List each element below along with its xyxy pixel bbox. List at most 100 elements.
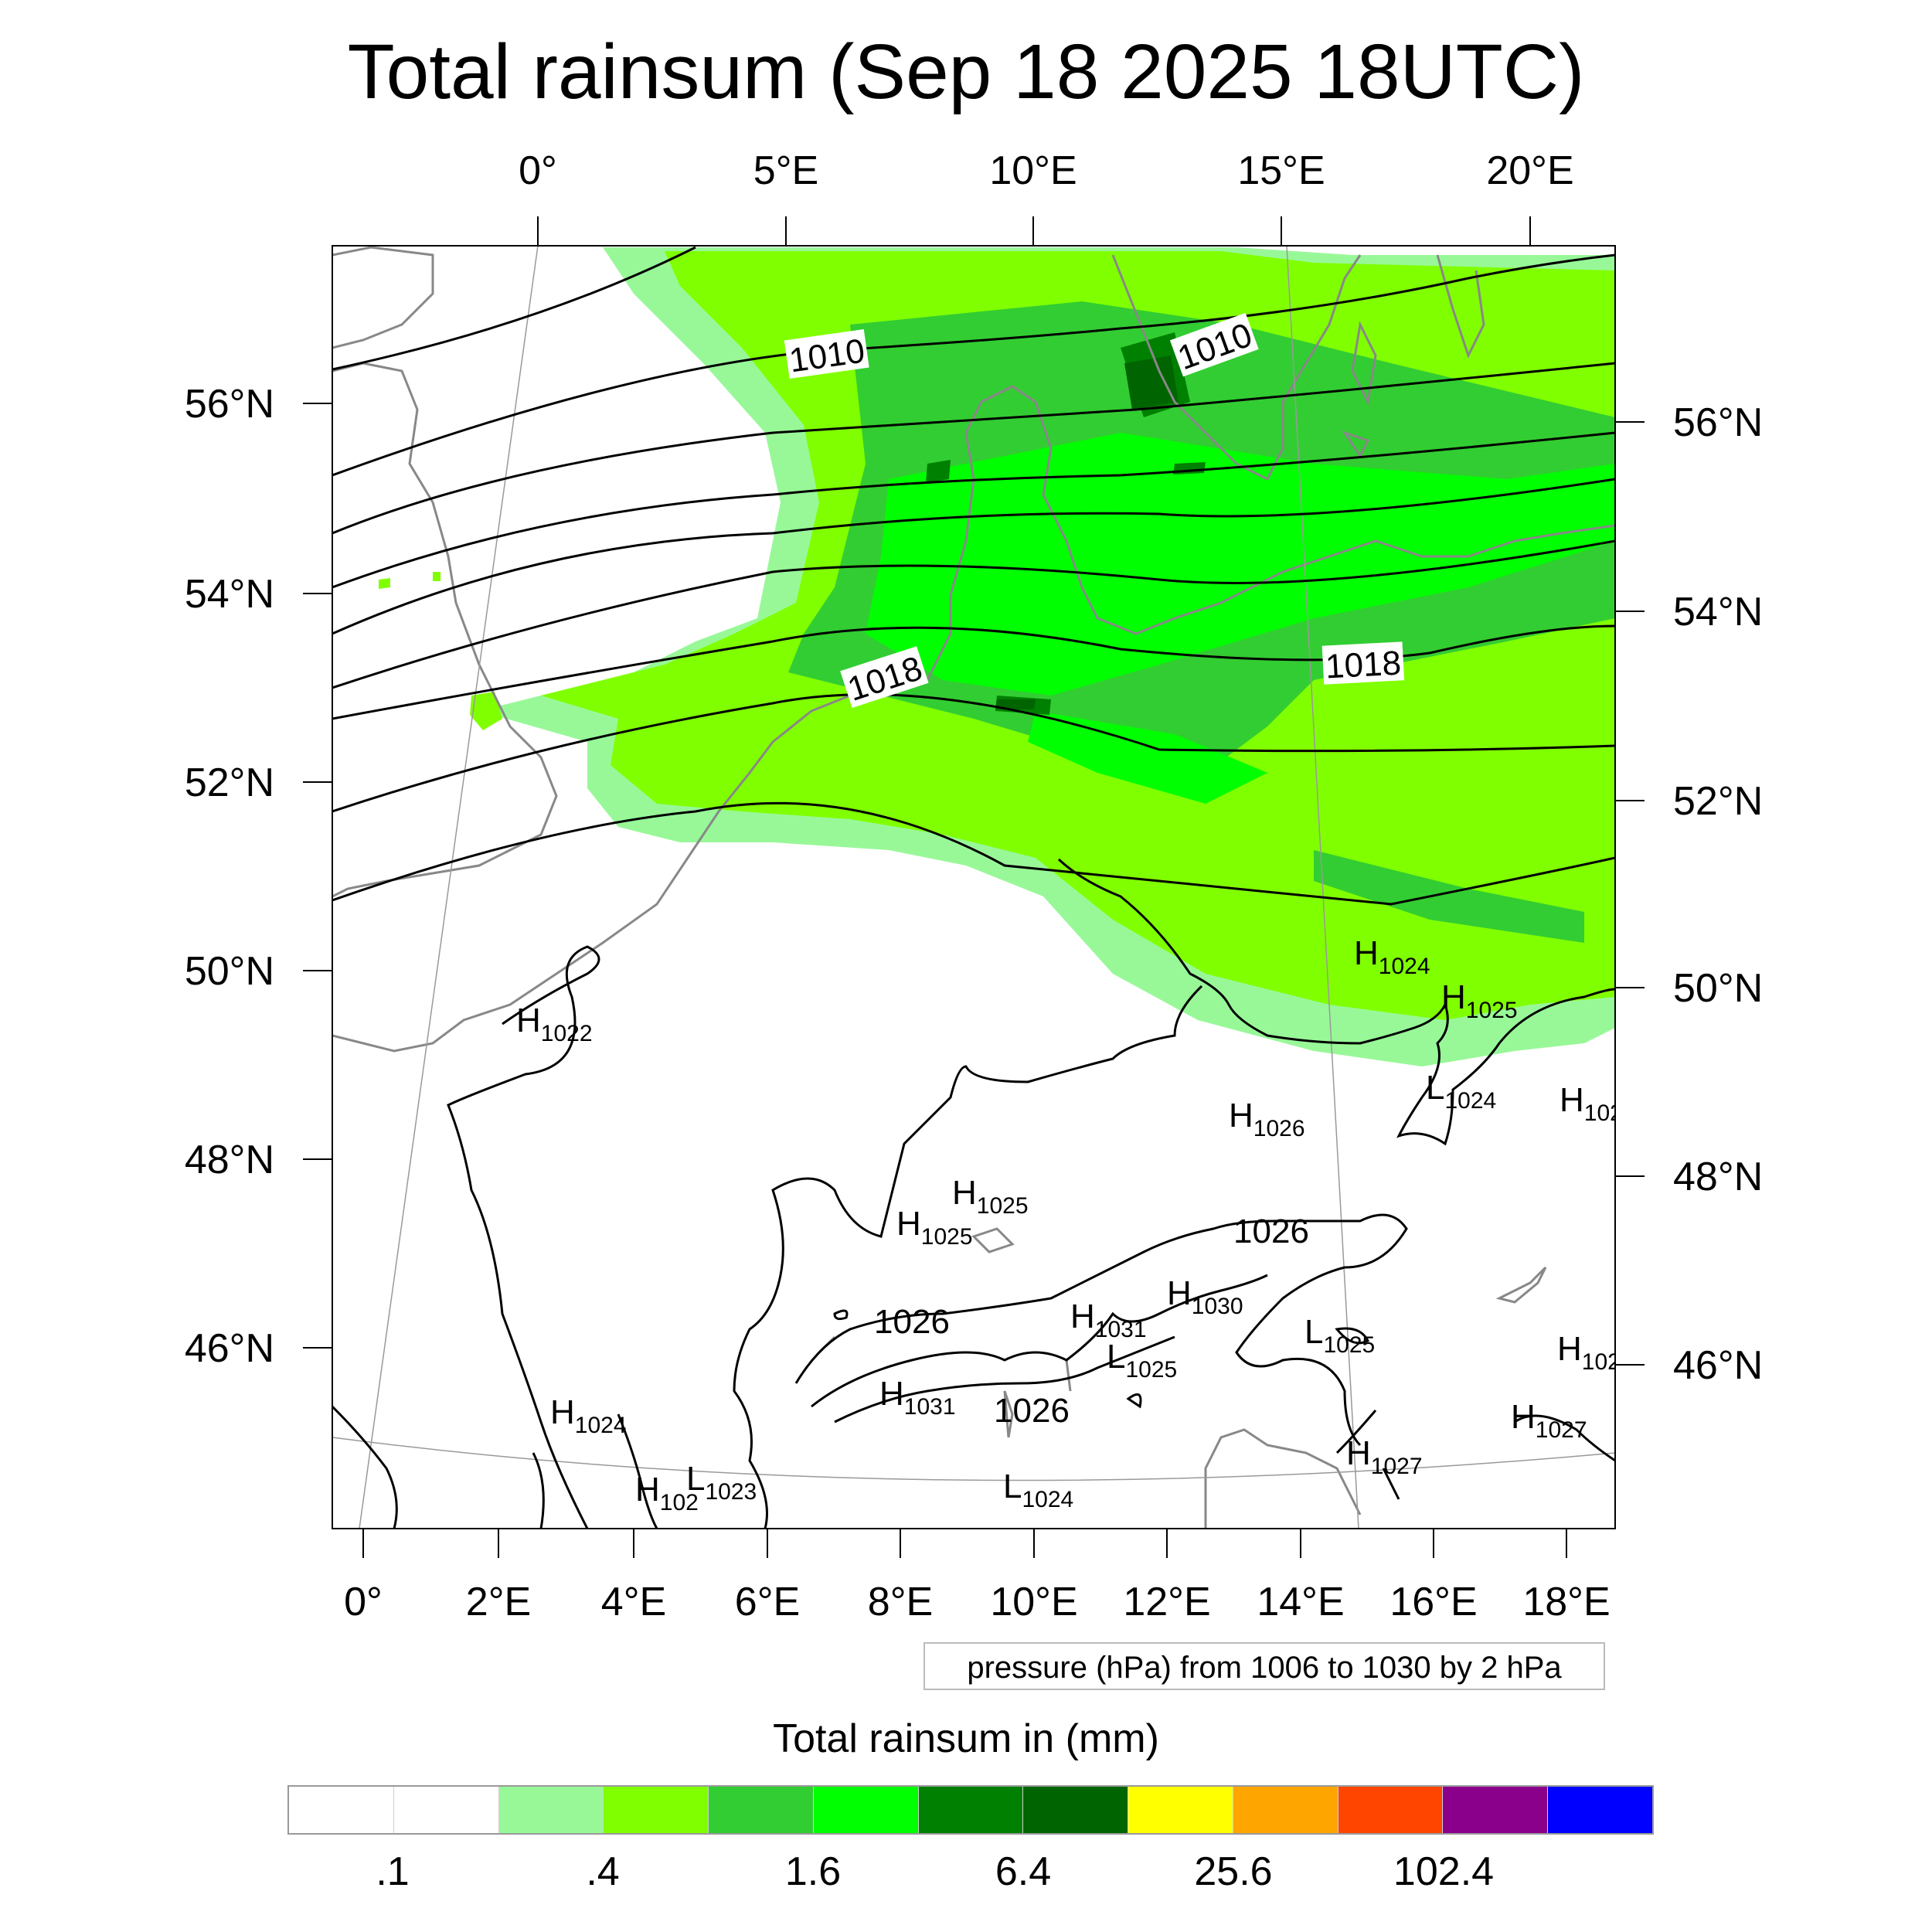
isobar-1024b bbox=[733, 985, 1203, 1529]
colorbar-cell bbox=[1023, 1787, 1129, 1833]
right-lat-label: 46°N bbox=[1673, 1343, 1763, 1388]
bottom-lon-label: 6°E bbox=[735, 1580, 800, 1624]
isobar-label-1026-north: 1026 bbox=[1233, 1213, 1309, 1250]
pressure-center-9: H1031 bbox=[1070, 1298, 1147, 1342]
pressure-center-12: H102 bbox=[1557, 1330, 1621, 1375]
colorbar-label: 102.4 bbox=[1393, 1849, 1495, 1894]
bottom-lon-label: 0° bbox=[344, 1580, 383, 1624]
left-lat-label: 54°N bbox=[185, 572, 274, 617]
map-title: Total rainsum (Sep 18 2025 18UTC) bbox=[347, 29, 1585, 115]
coast-baltic-islands bbox=[1342, 254, 1485, 458]
right-lat-label: 50°N bbox=[1673, 966, 1763, 1011]
top-lon-label: 15°E bbox=[1237, 148, 1325, 193]
pressure-center-1: H1024 bbox=[1354, 934, 1430, 979]
meridian-0 bbox=[359, 246, 539, 1529]
bottom-lon-labels: 0° 2°E 4°E 6°E 8°E 10°E 12°E 14°E 16°E 1… bbox=[344, 1580, 1611, 1624]
isobar-1024c bbox=[1335, 1410, 1400, 1500]
colorbar-title: Total rainsum in (mm) bbox=[773, 1716, 1159, 1761]
pressure-center-15: H102 bbox=[635, 1471, 699, 1515]
colorbar-cell bbox=[1548, 1787, 1652, 1833]
isobar-1026b bbox=[811, 1274, 1268, 1408]
isobar-sw bbox=[332, 1405, 658, 1529]
pressure-center-6: H1025 bbox=[952, 1174, 1029, 1219]
isobar-1026 bbox=[794, 1213, 1408, 1447]
meridian-15e bbox=[1286, 246, 1359, 1529]
pressure-center-11: L1025 bbox=[1107, 1338, 1177, 1383]
top-lon-label: 0° bbox=[519, 148, 557, 193]
left-lat-label: 48°N bbox=[185, 1138, 274, 1182]
bottom-lon-label: 10°E bbox=[990, 1580, 1077, 1624]
left-lat-label: 50°N bbox=[185, 949, 274, 994]
pressure-center-18: H1027 bbox=[1346, 1434, 1423, 1479]
pressure-center-19: H1027 bbox=[1511, 1398, 1587, 1443]
isobar-1028 bbox=[834, 1335, 1175, 1423]
isobar-1020 bbox=[332, 693, 1615, 813]
isobar-1008 bbox=[332, 253, 1615, 477]
bottom-lon-label: 12°E bbox=[1123, 1580, 1210, 1624]
colorbar-cell bbox=[393, 1787, 499, 1833]
colorbar-cell bbox=[1338, 1787, 1444, 1833]
coast-lake-constance bbox=[971, 1227, 1015, 1253]
colorbar-cell bbox=[604, 1787, 709, 1833]
left-lat-labels: 56°N 54°N 52°N 50°N 48°N 46°N bbox=[185, 382, 274, 1371]
colorbar-cell bbox=[1233, 1787, 1338, 1833]
isobar-1006 bbox=[332, 246, 696, 371]
plot-frame bbox=[332, 245, 1616, 1529]
bottom-lon-label: 14°E bbox=[1257, 1580, 1344, 1624]
colorbar-label: .4 bbox=[586, 1849, 620, 1894]
right-lat-label: 56°N bbox=[1673, 400, 1763, 445]
coast-adriatic bbox=[1204, 1428, 1362, 1529]
isobar-1024 bbox=[1057, 858, 1615, 1146]
isobar-1010 bbox=[332, 362, 1615, 535]
pressure-center-10: L1025 bbox=[1304, 1313, 1375, 1358]
coastlines bbox=[332, 246, 1615, 1529]
colorbar-label: 25.6 bbox=[1194, 1849, 1273, 1894]
top-lon-label: 5°E bbox=[753, 148, 818, 193]
bottom-lon-label: 8°E bbox=[868, 1580, 933, 1624]
isobar-1018 bbox=[332, 624, 1615, 720]
colorbar-label: .1 bbox=[376, 1849, 410, 1894]
pressure-center-13: H1031 bbox=[879, 1375, 956, 1420]
colorbar-label: 1.6 bbox=[784, 1849, 842, 1894]
pressure-center-8: H1030 bbox=[1167, 1274, 1243, 1319]
rain-band-dark bbox=[926, 332, 1206, 715]
pressure-center-0: H1022 bbox=[516, 1002, 593, 1046]
pressure-info-box: pressure (hPa) from 1006 to 1030 by 2 hP… bbox=[923, 1642, 1605, 1690]
rain-band-darkest bbox=[995, 355, 1179, 709]
colorbar-cell bbox=[498, 1787, 604, 1833]
left-lat-label: 52°N bbox=[185, 760, 274, 805]
pressure-center-4: H1026 bbox=[1229, 1097, 1305, 1141]
isobar-small-rings bbox=[833, 1309, 1370, 1409]
pressure-centers: H1022 H1024 H1025 L1024 H1026 H102 H1025… bbox=[516, 934, 1621, 1515]
right-lat-labels: 56°N 54°N 52°N 50°N 48°N 46°N bbox=[1673, 400, 1763, 1388]
isobar-1022 bbox=[332, 801, 1615, 906]
pressure-center-2: H1025 bbox=[1441, 978, 1518, 1023]
colorbar-cell bbox=[1128, 1787, 1233, 1833]
isobar-label-1026-south: 1026 bbox=[994, 1392, 1070, 1430]
colorbar-cell bbox=[1443, 1787, 1549, 1833]
isobar-labels: 1010 1010 1018 1018 1026 1026 1026 bbox=[784, 312, 1405, 1430]
left-lat-label: 56°N bbox=[185, 382, 274, 427]
bottom-lon-label: 2°E bbox=[466, 1580, 531, 1624]
pressure-center-7: H1025 bbox=[896, 1205, 973, 1250]
isobar-1022b bbox=[447, 945, 600, 1529]
pressure-center-17: L1024 bbox=[1003, 1468, 1073, 1512]
pressure-center-3: L1024 bbox=[1426, 1069, 1496, 1114]
bottom-lon-label: 18°E bbox=[1522, 1580, 1610, 1624]
top-lon-label: 20°E bbox=[1486, 148, 1573, 193]
colorbar-cell bbox=[918, 1787, 1024, 1833]
left-lat-label: 46°N bbox=[185, 1326, 274, 1371]
parallel-45n bbox=[332, 1437, 1615, 1481]
isobar-label-1018-east: 1018 bbox=[1325, 644, 1402, 685]
coast-uk-east bbox=[332, 362, 558, 898]
colorbar-cell bbox=[813, 1787, 919, 1833]
coast-scotland bbox=[332, 246, 434, 349]
rain-band-bright bbox=[866, 433, 1615, 804]
bottom-lon-label: 16°E bbox=[1389, 1580, 1477, 1624]
axis-ticks bbox=[303, 216, 1645, 1558]
rain-spot-uk bbox=[379, 572, 502, 730]
isobar-1016 bbox=[332, 539, 1615, 689]
isobar-1024d bbox=[1514, 1414, 1615, 1462]
isobar-1012 bbox=[332, 431, 1615, 589]
